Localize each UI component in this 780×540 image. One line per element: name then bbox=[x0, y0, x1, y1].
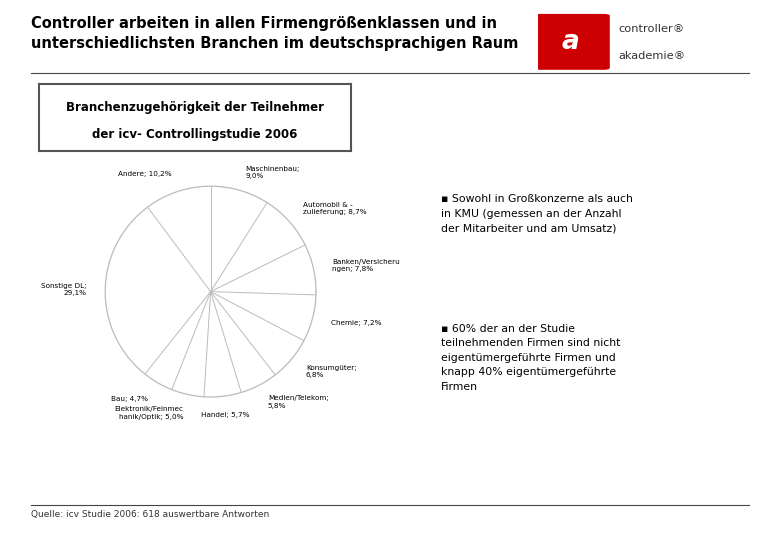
Text: a: a bbox=[562, 29, 580, 55]
Text: ▪ 60% der an der Studie
teilnehmenden Firmen sind nicht
eigentümergeführte Firme: ▪ 60% der an der Studie teilnehmenden Fi… bbox=[441, 324, 620, 392]
Text: Automobil & -
zulieferung; 8,7%: Automobil & - zulieferung; 8,7% bbox=[303, 202, 367, 215]
Text: Bau; 4,7%: Bau; 4,7% bbox=[112, 396, 148, 402]
Text: Konsumgüter;
6,8%: Konsumgüter; 6,8% bbox=[306, 365, 356, 378]
Text: Medien/Telekom;
5,8%: Medien/Telekom; 5,8% bbox=[268, 395, 328, 409]
Text: Quelle: icv Studie 2006: 618 auswertbare Antworten: Quelle: icv Studie 2006: 618 auswertbare… bbox=[31, 510, 269, 519]
Text: Maschinenbau;
9,0%: Maschinenbau; 9,0% bbox=[245, 166, 300, 179]
Text: Branchenzugehörigkeit der Teilnehmer: Branchenzugehörigkeit der Teilnehmer bbox=[66, 101, 324, 114]
Text: Handel; 5,7%: Handel; 5,7% bbox=[200, 412, 250, 418]
Text: Sonstige DL;
29,1%: Sonstige DL; 29,1% bbox=[41, 283, 87, 296]
Text: akademie®: akademie® bbox=[619, 51, 686, 60]
FancyBboxPatch shape bbox=[534, 14, 610, 70]
Text: Elektronik/Feinmec
hanik/Optik; 5,0%: Elektronik/Feinmec hanik/Optik; 5,0% bbox=[115, 407, 183, 420]
Text: controller®: controller® bbox=[619, 24, 685, 35]
Text: ▪ Sowohl in Großkonzerne als auch
in KMU (gemessen an der Anzahl
der Mitarbeiter: ▪ Sowohl in Großkonzerne als auch in KMU… bbox=[441, 194, 633, 233]
Text: Controller arbeiten in allen Firmengrößenklassen und in
unterschiedlichsten Bran: Controller arbeiten in allen Firmengröße… bbox=[31, 16, 519, 51]
Text: Chemie; 7,2%: Chemie; 7,2% bbox=[331, 320, 381, 326]
Text: Banken/Versicheru
ngen; 7,8%: Banken/Versicheru ngen; 7,8% bbox=[332, 259, 400, 272]
Text: der icv- Controllingstudie 2006: der icv- Controllingstudie 2006 bbox=[92, 128, 298, 141]
Text: Andere; 10,2%: Andere; 10,2% bbox=[118, 171, 172, 177]
